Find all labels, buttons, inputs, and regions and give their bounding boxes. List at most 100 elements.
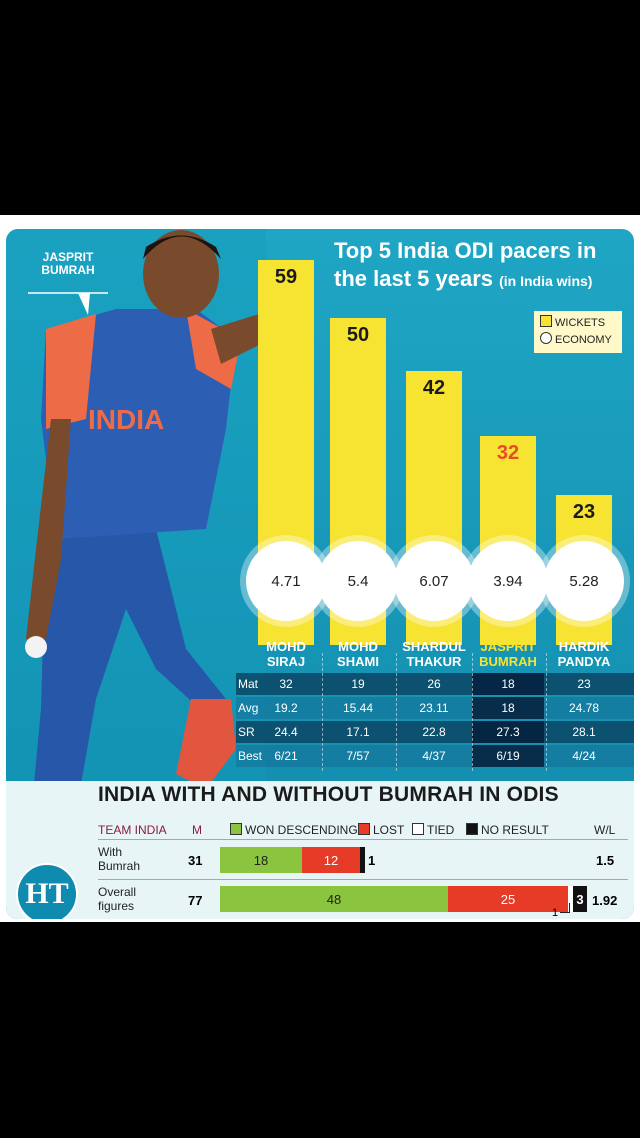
column-separator-1: [322, 653, 323, 771]
panel-title: INDIA WITH AND WITHOUT BUMRAH IN ODIS: [98, 783, 559, 806]
row-overall-lost-bar: 25: [448, 886, 568, 912]
stats-row-label: Avg: [238, 701, 259, 715]
player-name-4: JASPRIT BUMRAH: [472, 639, 544, 669]
stats-cell: 4/37: [422, 749, 446, 763]
row-overall-won-bar: 48: [220, 886, 448, 912]
won-swatch: [230, 823, 242, 835]
player-name-1: MOHD SIRAJ: [250, 639, 322, 669]
row-with-bumrah-no-result-bar: [360, 847, 365, 873]
header-lost: LOST: [358, 823, 404, 837]
stats-cell: 6/21: [274, 749, 298, 763]
row-with-bumrah-label-2: Bumrah: [98, 859, 141, 873]
player-tag: JASPRIT BUMRAH: [38, 251, 98, 277]
row-with-bumrah-label: With Bumrah: [98, 845, 140, 873]
wickets-value-1: 59: [274, 265, 298, 288]
row-overall-label: Overall figures: [98, 885, 136, 913]
stats-cell: 32: [279, 677, 293, 691]
tied-callout-line: [560, 903, 570, 913]
row-overall-label-1: Overall: [98, 885, 137, 899]
player-last-name: SIRAJ: [266, 654, 306, 669]
legend-label-economy: ECONOMY: [555, 334, 612, 346]
header-tied-label: TIED: [427, 823, 455, 837]
stats-cell: 24.78: [568, 701, 600, 715]
row-with-bumrah-no-result: 1: [368, 853, 376, 868]
row-divider: [98, 879, 628, 880]
with-without-panel: INDIA WITH AND WITHOUT BUMRAH IN ODIS TE…: [6, 781, 634, 919]
header-no-result-label: NO RESULT: [481, 823, 549, 837]
wickets-value-4: 32: [496, 441, 520, 464]
economy-circle-4: 3.94: [468, 541, 548, 621]
stats-cell: 4/24: [572, 749, 596, 763]
header-won-label: WON DESCENDING: [245, 823, 358, 837]
stats-row-sr: SR 24.4 17.1 22.8 27.3 28.1: [236, 721, 634, 743]
player-first-name: JASPRIT: [480, 639, 536, 654]
economy-circle-5: 5.28: [544, 541, 624, 621]
player-name-3: SHARDUL THAKUR: [398, 639, 470, 669]
header-no-result: NO RESULT: [466, 823, 549, 837]
jersey-text: INDIA: [88, 404, 164, 435]
stats-cell: 22.8: [422, 725, 446, 739]
economy-circle-1: 4.71: [246, 541, 326, 621]
chart-title-line-2: the last 5 years (in India wins): [334, 265, 634, 295]
row-overall-no-result-bar: 3: [573, 886, 587, 912]
player-last-name: SHAMI: [337, 654, 379, 669]
no-result-swatch: [466, 823, 478, 835]
player-first-name: SHARDUL: [402, 639, 466, 654]
wickets-value-5: 23: [572, 500, 596, 523]
header-team-india: TEAM INDIA: [98, 823, 167, 837]
stats-cell: 27.3: [472, 721, 544, 743]
header-lost-label: LOST: [373, 823, 405, 837]
stats-cell: 6/19: [472, 745, 544, 767]
legend-item-wickets: WICKETS: [540, 315, 616, 332]
player-name-5: HARDIK PANDYA: [548, 639, 620, 669]
row-overall-label-2: figures: [98, 899, 135, 913]
stats-cell: 17.1: [346, 725, 370, 739]
chart-title-suffix: (in India wins): [499, 273, 593, 289]
header-m: M: [192, 823, 202, 837]
stats-cell: 28.1: [572, 725, 596, 739]
row-overall-wl: 1.92: [592, 893, 618, 908]
ht-logo: HT: [16, 863, 78, 919]
header-tied: TIED: [412, 823, 454, 837]
player-tag-line-1: JASPRIT: [42, 250, 94, 264]
stats-cell: 7/57: [346, 749, 370, 763]
chart-title: Top 5 India ODI pacers in the last 5 yea…: [334, 237, 634, 295]
stats-cell: 19: [351, 677, 365, 691]
header-divider: [98, 839, 628, 840]
header-won: WON DESCENDING: [230, 823, 358, 837]
row-overall-tied-bar: [568, 886, 573, 912]
player-first-name: HARDIK: [558, 639, 610, 654]
stats-row-best: Best 6/21 7/57 4/37 6/19 4/24: [236, 745, 634, 767]
stats-row-avg: Avg 19.2 15.44 23.11 18 24.78: [236, 697, 634, 719]
stats-row-label: Best: [238, 749, 263, 763]
chart-legend: WICKETS ECONOMY: [534, 311, 622, 353]
chart-title-line-1: Top 5 India ODI pacers in: [334, 238, 597, 263]
wickets-value-2: 50: [346, 324, 370, 347]
wickets-value-3: 42: [422, 376, 446, 399]
row-with-bumrah-won-bar: 18: [220, 847, 302, 873]
stats-row-mat: Mat 32 19 26 18 23: [236, 673, 634, 695]
player-first-name: MOHD: [266, 639, 306, 654]
stats-cell: 19.2: [274, 701, 298, 715]
column-separator-4: [546, 653, 547, 771]
stats-cell: 26: [427, 677, 441, 691]
infographic-frame: INDIA JASPRIT BUMRAH Top 5 India ODI pac…: [0, 215, 640, 922]
stats-row-label: SR: [238, 725, 255, 739]
legend-label-wickets: WICKETS: [555, 317, 606, 329]
row-with-bumrah-lost-bar: 12: [302, 847, 360, 873]
infographic-card: INDIA JASPRIT BUMRAH Top 5 India ODI pac…: [6, 229, 634, 919]
player-first-name: MOHD: [338, 639, 378, 654]
stats-cell: 23.11: [419, 701, 449, 715]
legend-item-economy: ECONOMY: [540, 332, 616, 349]
row-with-bumrah-label-1: With: [98, 845, 122, 859]
legend-swatch-wickets: [540, 315, 552, 327]
stats-row-label: Mat: [238, 677, 259, 691]
stats-cell: 24.4: [274, 725, 298, 739]
header-wl: W/L: [594, 823, 616, 837]
column-separator-3: [472, 653, 473, 771]
economy-circle-3: 6.07: [394, 541, 474, 621]
row-overall-tied-callout: 1: [552, 907, 559, 919]
bowler-illustration: INDIA: [6, 229, 266, 919]
player-last-name: THAKUR: [406, 654, 462, 669]
row-with-bumrah-matches: 31: [188, 853, 203, 868]
